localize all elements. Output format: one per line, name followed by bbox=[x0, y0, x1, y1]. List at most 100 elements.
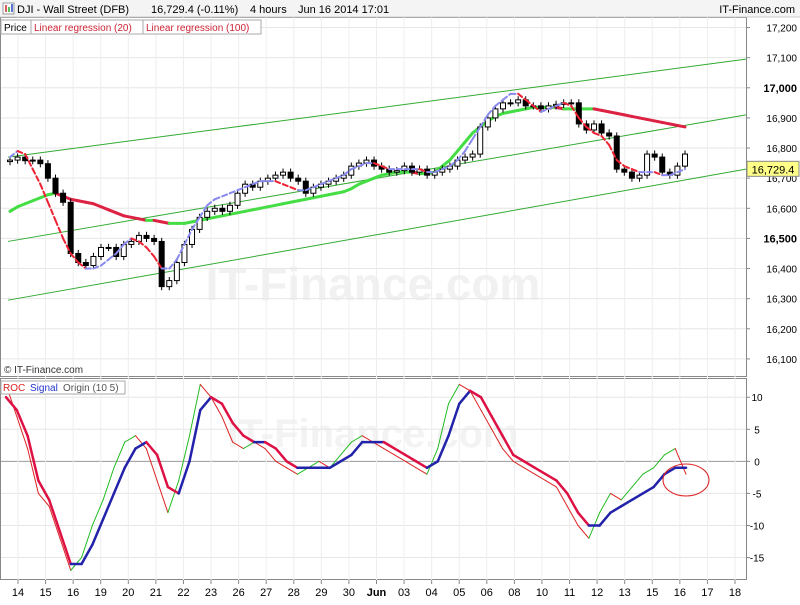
candle-body bbox=[219, 207, 226, 212]
lr20-segment bbox=[357, 162, 368, 168]
candle bbox=[484, 114, 491, 131]
candle bbox=[295, 174, 302, 185]
price-y-tick-label: 17,100 bbox=[766, 54, 797, 65]
roc-segment bbox=[437, 403, 450, 450]
roc-segment bbox=[124, 435, 137, 443]
candle bbox=[348, 162, 355, 179]
signal-segment bbox=[393, 447, 407, 457]
signal-segment bbox=[166, 485, 180, 495]
candle-body bbox=[462, 156, 469, 161]
lr20-segment bbox=[380, 165, 391, 171]
roc-segment bbox=[264, 448, 277, 462]
watermark-bottom: IT-Finance.com bbox=[227, 412, 518, 456]
x-tick-label: 16 bbox=[67, 587, 79, 599]
lr20-segment bbox=[600, 134, 611, 147]
candle bbox=[628, 168, 635, 182]
lr20-segment bbox=[198, 204, 209, 219]
roc-segment bbox=[512, 460, 525, 469]
candle bbox=[60, 189, 67, 206]
candle bbox=[613, 132, 620, 173]
candle-body bbox=[537, 105, 544, 110]
signal-segment bbox=[285, 460, 299, 470]
candle-body bbox=[606, 132, 613, 137]
quote-value: 16,729.4 (-0.11%) bbox=[151, 4, 238, 16]
signal-segment bbox=[512, 453, 526, 463]
signal-segment bbox=[199, 395, 213, 412]
roc-segment bbox=[502, 448, 514, 462]
signal-segment bbox=[231, 421, 245, 437]
lr20-segment bbox=[479, 113, 489, 128]
x-tick-label: 20 bbox=[122, 587, 134, 599]
roc-segment bbox=[102, 467, 115, 501]
x-tick-label: 28 bbox=[288, 587, 300, 599]
lr20-segment bbox=[448, 159, 459, 168]
x-tick-label: 22 bbox=[177, 587, 189, 599]
candle bbox=[166, 276, 173, 291]
lr20-segment bbox=[69, 252, 80, 264]
lr20-segment bbox=[373, 162, 383, 168]
candle-body bbox=[143, 234, 150, 239]
candle bbox=[507, 99, 514, 107]
candle bbox=[98, 243, 105, 261]
candle-body bbox=[302, 180, 309, 194]
lr20-segment bbox=[115, 243, 125, 255]
lr100-segment bbox=[440, 158, 452, 168]
signal-segment bbox=[91, 517, 105, 546]
candle-body bbox=[52, 177, 59, 194]
price-y-tick-label: 16,800 bbox=[766, 144, 797, 155]
signal-segment bbox=[609, 505, 623, 514]
signal-segment bbox=[15, 408, 29, 437]
x-tick-label: 16 bbox=[674, 587, 686, 599]
candle-body bbox=[189, 228, 196, 245]
candle bbox=[14, 153, 21, 164]
linear-regression-100-series bbox=[8, 105, 687, 225]
lr20-segment bbox=[342, 168, 353, 177]
signal-segment bbox=[425, 460, 439, 470]
signal-segment bbox=[468, 389, 483, 399]
lr20-segment bbox=[547, 104, 558, 110]
candle bbox=[499, 99, 506, 113]
price-y-tick-label: 16,700 bbox=[766, 174, 797, 185]
roc-segment bbox=[394, 454, 406, 462]
lr20-segment bbox=[9, 150, 19, 159]
signal-segment bbox=[447, 402, 461, 437]
channel-line-lower bbox=[7, 168, 747, 301]
candle bbox=[492, 105, 499, 122]
linear-regression-20-series bbox=[9, 92, 686, 270]
roc-segment bbox=[275, 460, 288, 469]
x-tick-label: 08 bbox=[508, 587, 520, 599]
legend-lr100: Linear regression (100) bbox=[146, 23, 249, 34]
candle-body bbox=[7, 159, 13, 163]
x-tick-label: 04 bbox=[426, 587, 438, 599]
candle-body bbox=[295, 177, 302, 182]
candle-body bbox=[393, 170, 400, 173]
legend-roc: ROC bbox=[3, 383, 25, 394]
candle bbox=[105, 243, 112, 252]
last-price-badge: 16,729.4 bbox=[746, 160, 800, 177]
legend-price: Price bbox=[4, 23, 27, 34]
signal-segment bbox=[134, 440, 148, 450]
lr20-segment bbox=[350, 165, 360, 171]
candle-body bbox=[151, 237, 158, 242]
roc-segment bbox=[426, 448, 439, 475]
signal-segment bbox=[663, 466, 677, 476]
candle-body bbox=[234, 192, 241, 206]
roc-segment bbox=[448, 383, 460, 405]
signal-segment bbox=[242, 434, 256, 444]
roc-segment bbox=[340, 441, 352, 456]
x-tick-label: 06 bbox=[481, 587, 493, 599]
legend-lr100-box bbox=[142, 19, 262, 35]
candle-body bbox=[659, 156, 666, 173]
roc-segment bbox=[491, 428, 504, 450]
lr20-segment bbox=[39, 183, 49, 204]
lr20-segment bbox=[175, 243, 186, 261]
candle-body bbox=[105, 246, 112, 249]
candle-body bbox=[644, 153, 651, 176]
channel-line-upper bbox=[7, 58, 747, 158]
candle-body bbox=[211, 207, 218, 212]
price-legend: Price Linear regression (20) Linear regr… bbox=[0, 19, 262, 35]
lr20-segment bbox=[130, 237, 140, 243]
lr20-segment bbox=[145, 246, 156, 258]
lr20-segment bbox=[456, 150, 467, 162]
